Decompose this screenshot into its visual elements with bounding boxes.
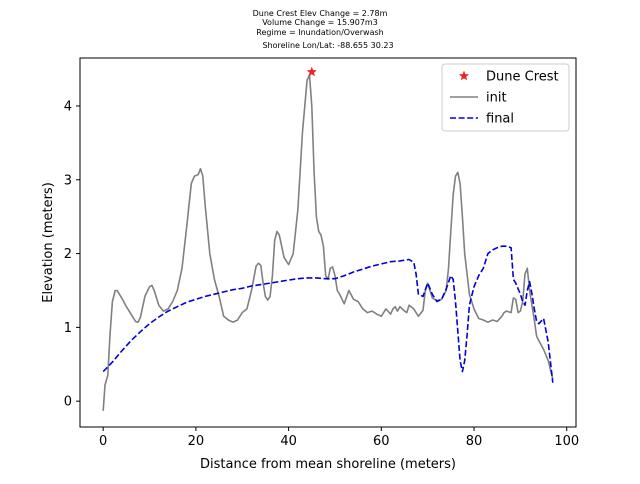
chart-title-line: Dune Crest Elev Change = 2.78m xyxy=(253,9,388,18)
x-tick-label: 40 xyxy=(280,434,297,449)
x-tick-label: 80 xyxy=(466,434,483,449)
x-tick-label: 0 xyxy=(99,434,107,449)
plot-frame xyxy=(79,57,577,428)
y-tick-label: 4 xyxy=(64,99,72,114)
chart-title-line: Volume Change = 15.907m3 xyxy=(262,18,378,27)
legend-label: Dune Crest xyxy=(486,70,559,85)
chart-title-line: Shoreline Lon/Lat: -88.655 30.23 xyxy=(262,41,393,50)
series-line-init xyxy=(102,74,554,411)
x-tick-label: 60 xyxy=(373,434,390,449)
y-tick-label: 2 xyxy=(64,247,72,262)
legend-label: final xyxy=(486,112,514,127)
x-axis-label: Distance from mean shoreline (meters) xyxy=(200,457,456,472)
y-tick-label: 0 xyxy=(64,395,72,410)
x-tick-label: 20 xyxy=(188,434,205,449)
y-axis-label: Elevation (meters) xyxy=(41,182,56,303)
legend-marker-dune-crest xyxy=(458,70,470,81)
x-tick-label: 100 xyxy=(554,434,579,449)
y-tick-label: 1 xyxy=(64,321,72,336)
y-tick-label: 3 xyxy=(64,173,72,188)
chart-title-line: Regime = Inundation/Overwash xyxy=(256,28,383,37)
legend-box xyxy=(441,63,570,132)
dune-crest-marker xyxy=(306,66,318,77)
legend-label: init xyxy=(486,91,507,106)
series-line-final xyxy=(102,245,554,383)
